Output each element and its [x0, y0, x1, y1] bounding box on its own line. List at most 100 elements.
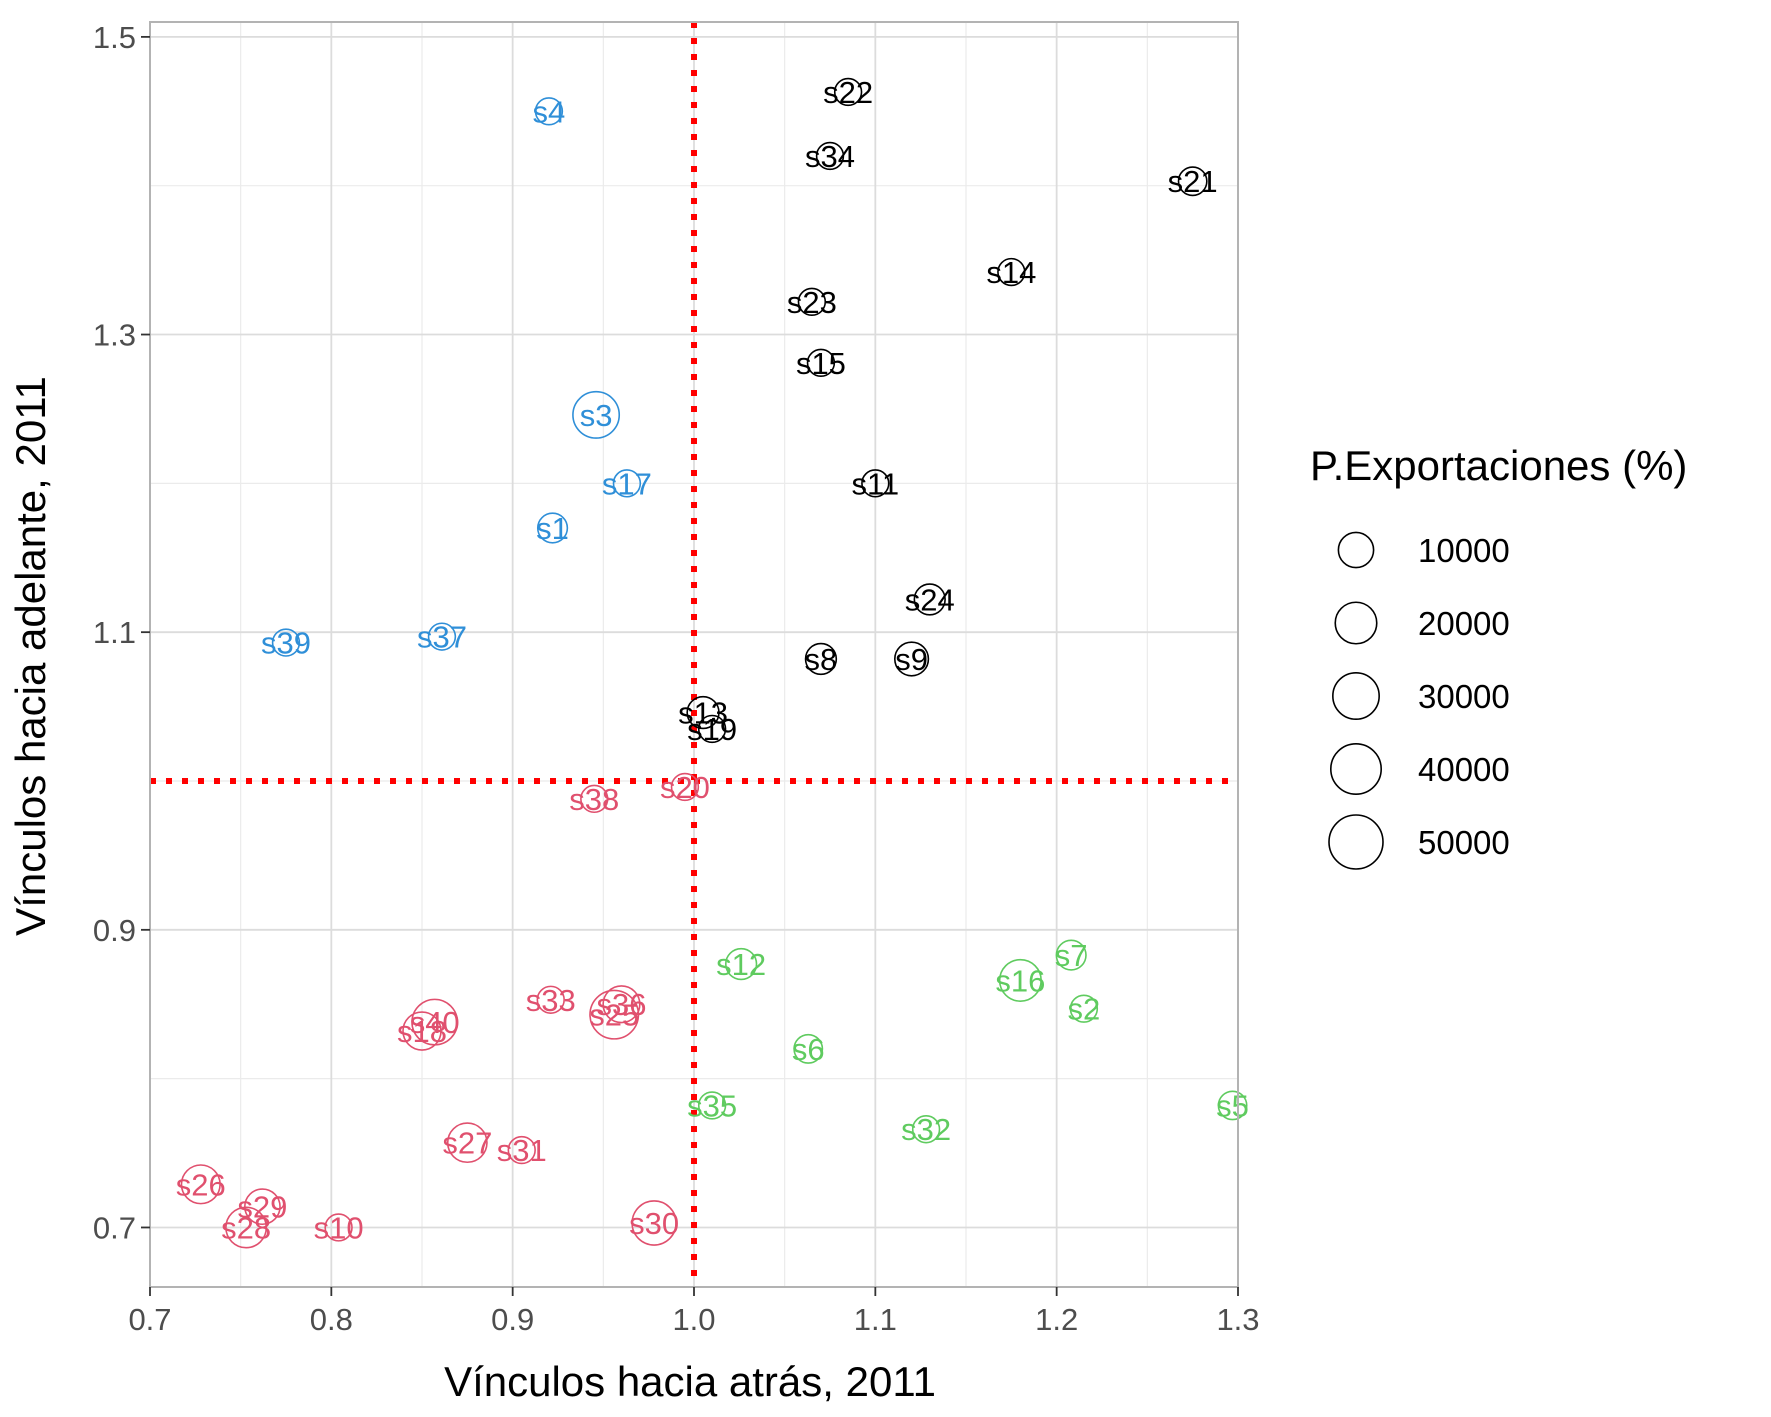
point-circle [793, 1033, 824, 1064]
legend-size-circle [1328, 814, 1384, 870]
point-label: s39 [261, 626, 311, 661]
point-circle [631, 1200, 677, 1246]
point-label: s28 [221, 1210, 271, 1245]
point-circle [602, 985, 641, 1024]
point-s32: s32 [901, 1112, 951, 1147]
point-circle [815, 141, 845, 171]
x-tick-label: 1.1 [854, 1302, 897, 1337]
point-circle [1069, 994, 1099, 1023]
y-axis-title: Vínculos hacia adelante, 2011 [7, 376, 54, 936]
legend-size-label: 40000 [1418, 751, 1510, 788]
point-label: s1 [536, 511, 569, 546]
point-s8: s8 [805, 642, 838, 677]
point-circle [861, 469, 890, 498]
point-circle [507, 1135, 536, 1165]
y-tick-label: 1.1 [93, 615, 136, 650]
point-circle [1217, 1090, 1248, 1121]
point-circle [572, 390, 621, 439]
point-s1: s1 [536, 511, 569, 546]
point-circle [534, 97, 564, 126]
x-tick-label: 1.2 [1035, 1302, 1078, 1337]
point-label: s26 [176, 1167, 226, 1202]
y-tick-label: 0.9 [93, 913, 136, 948]
point-label: s25 [589, 998, 639, 1033]
point-label: s6 [792, 1032, 825, 1067]
point-label: s12 [716, 947, 766, 982]
point-label: s31 [497, 1133, 547, 1168]
point-circle [724, 947, 758, 981]
point-circle [1177, 166, 1208, 197]
point-label: s13 [678, 696, 728, 731]
y-axis-ticks: 0.7 0.9 1.1 1.3 1.5 [93, 20, 150, 1245]
point-s39: s39 [261, 626, 311, 661]
point-circle [589, 989, 640, 1040]
point-s17: s17 [602, 466, 652, 501]
point-circle [913, 583, 946, 616]
x-axis-ticks: 0.7 0.8 0.9 1.0 1.1 1.2 1.3 [128, 1287, 1260, 1337]
point-s3: s3 [572, 390, 621, 439]
point-circle [402, 1011, 442, 1051]
point-s14: s14 [986, 255, 1036, 290]
x-tick-label: 1.3 [1216, 1302, 1259, 1337]
point-label: s2 [1067, 992, 1100, 1027]
legend-items: 10000 20000 30000 40000 50000 [1328, 531, 1510, 870]
point-label: s22 [823, 75, 873, 110]
point-s11: s11 [851, 466, 899, 501]
point-s10: s10 [314, 1210, 364, 1245]
point-s26: s26 [176, 1164, 226, 1205]
point-label: s20 [660, 770, 710, 805]
point-circle [997, 257, 1026, 287]
point-s31: s31 [497, 1133, 547, 1168]
point-label: s8 [805, 642, 838, 677]
point-label: s18 [397, 1014, 447, 1049]
point-label: s10 [314, 1210, 364, 1245]
point-circle [697, 714, 727, 744]
point-label: s3 [580, 398, 613, 433]
point-s37: s37 [417, 620, 467, 655]
x-tick-label: 0.7 [128, 1302, 171, 1337]
legend-size-circle [1334, 601, 1378, 645]
point-label: s32 [901, 1112, 951, 1147]
point-s4: s4 [533, 94, 566, 129]
point-s25: s25 [589, 989, 640, 1040]
x-axis-title: Vínculos hacia atrás, 2011 [444, 1358, 936, 1405]
point-s30: s30 [629, 1200, 679, 1246]
point-s16: s16 [995, 958, 1045, 1002]
x-tick-label: 0.8 [310, 1302, 353, 1337]
point-s21: s21 [1168, 164, 1218, 199]
point-circle [580, 784, 609, 814]
point-s40: s40 [410, 998, 460, 1046]
point-circle [180, 1164, 221, 1205]
point-s35: s35 [687, 1088, 737, 1123]
point-s12: s12 [716, 947, 766, 982]
point-label: s35 [687, 1088, 737, 1123]
point-s27: s27 [442, 1122, 492, 1164]
point-label: s14 [986, 255, 1036, 290]
point-label: s27 [442, 1126, 492, 1161]
point-circle [427, 622, 457, 651]
point-circle [697, 1091, 727, 1120]
point-s13: s13 [678, 696, 728, 731]
point-label: s40 [410, 1005, 460, 1040]
point-s23: s23 [787, 285, 837, 320]
point-label: s23 [787, 285, 837, 320]
point-circle [225, 1206, 268, 1249]
reference-lines [150, 22, 1238, 1287]
legend-size-circle [1337, 531, 1375, 569]
point-s6: s6 [792, 1032, 825, 1067]
point-label: s30 [629, 1206, 679, 1241]
point-circle [893, 641, 930, 677]
legend: P.Exportaciones (%) 10000 20000 30000 40000… [1310, 442, 1687, 870]
point-circle [670, 772, 700, 802]
point-label: s11 [851, 466, 899, 501]
point-s5: s5 [1216, 1088, 1249, 1123]
point-label: s34 [805, 139, 855, 174]
point-label: s24 [905, 582, 955, 617]
legend-size-label: 50000 [1418, 824, 1510, 861]
point-circle [536, 512, 569, 544]
point-label: s19 [687, 712, 737, 747]
legend-size-label: 10000 [1418, 532, 1510, 569]
point-s18: s18 [397, 1011, 447, 1051]
